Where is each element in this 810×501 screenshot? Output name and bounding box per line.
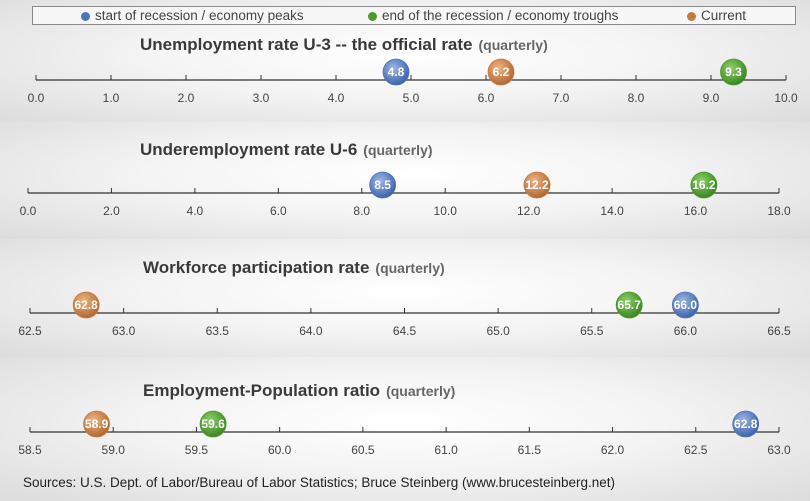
axis-3-tick-label: 63.0 xyxy=(112,324,136,338)
axis-4-tick-label: 58.5 xyxy=(18,443,42,457)
axis-4-tick-label: 61.5 xyxy=(518,443,542,457)
marker-4-peaks xyxy=(732,410,760,438)
axis-2-tick-label: 2.0 xyxy=(103,204,120,218)
axis-3-tick-label: 65.0 xyxy=(486,324,510,338)
legend-peaks-label: start of recession / economy peaks xyxy=(95,8,304,23)
axis-2-tick-label: 4.0 xyxy=(187,204,204,218)
axis-3-tick-label: 66.5 xyxy=(767,324,791,338)
marker-3-peaks-label: 66.0 xyxy=(674,298,698,312)
axis-4-tick-label: 61.0 xyxy=(434,443,458,457)
marker-4-current-label: 58.9 xyxy=(85,417,109,431)
marker-3-troughs xyxy=(615,291,643,319)
legend-current-marker xyxy=(687,12,696,21)
axis-2-tick-label: 18.0 xyxy=(767,204,791,218)
chart-title-1-qualifier: (quarterly) xyxy=(478,37,548,53)
axis-4-tick-label: 60.0 xyxy=(268,443,292,457)
legend-peaks-marker xyxy=(81,12,90,21)
axis-3-tick-label: 64.0 xyxy=(299,324,323,338)
marker-2-current-label: 12.2 xyxy=(525,178,549,192)
chart-title-4-qualifier: (quarterly) xyxy=(386,383,456,399)
marker-1-peaks xyxy=(382,58,410,86)
axis-1-tick-label: 9.0 xyxy=(703,91,720,105)
marker-4-troughs xyxy=(199,410,227,438)
chart-title-3-text: Workforce participation rate xyxy=(143,258,370,277)
axis-2-tick-label: 12.0 xyxy=(517,204,541,218)
marker-2-current xyxy=(523,171,551,199)
axis-3-tick-label: 63.5 xyxy=(206,324,230,338)
legend-current-label: Current xyxy=(701,8,747,23)
axis-1-tick-label: 3.0 xyxy=(253,91,270,105)
marker-1-current-label: 6.2 xyxy=(493,65,510,79)
panel-background-2 xyxy=(0,122,810,240)
panel-background-4 xyxy=(0,357,810,501)
chart-title-3: Workforce participation rate (quarterly) xyxy=(143,258,445,278)
chart-title-2-text: Underemployment rate U-6 xyxy=(140,140,358,159)
marker-2-troughs-label: 16.2 xyxy=(692,178,716,192)
axis-3-tick-label: 62.5 xyxy=(18,324,42,338)
axis-4-tick-label: 63.0 xyxy=(767,443,791,457)
source-note: Sources: U.S. Dept. of Labor/Bureau of L… xyxy=(23,475,616,490)
marker-1-current xyxy=(487,58,515,86)
legend-troughs-label: end of the recession / economy troughs xyxy=(382,8,619,23)
chart-title-2-qualifier: (quarterly) xyxy=(363,142,433,158)
axis-1-tick-label: 4.0 xyxy=(328,91,345,105)
axis-4-tick-label: 62.5 xyxy=(684,443,708,457)
axis-4-tick-label: 62.0 xyxy=(601,443,625,457)
axis-2-tick-label: 8.0 xyxy=(353,204,370,218)
legend: start of recession / economy peaks end o… xyxy=(32,6,796,25)
axis-2-tick-label: 6.0 xyxy=(270,204,287,218)
axis-1-tick-label: 10.0 xyxy=(774,91,798,105)
legend-item-current: Current xyxy=(687,8,746,23)
axis-1-tick-label: 6.0 xyxy=(478,91,495,105)
marker-4-peaks-label: 62.8 xyxy=(734,417,758,431)
axis-4-tick-label: 59.0 xyxy=(102,443,126,457)
axis-4-tick-label: 60.5 xyxy=(351,443,375,457)
chart-title-1: Unemployment rate U-3 -- the official ra… xyxy=(140,35,548,55)
axis-2-tick-label: 14.0 xyxy=(600,204,624,218)
marker-2-troughs xyxy=(690,171,718,199)
axis-1-tick-label: 0.0 xyxy=(28,91,45,105)
axis-1-tick-label: 2.0 xyxy=(178,91,195,105)
marker-2-peaks xyxy=(369,171,397,199)
marker-2-peaks-label: 8.5 xyxy=(374,178,391,192)
chart-title-3-qualifier: (quarterly) xyxy=(375,260,445,276)
legend-item-troughs: end of the recession / economy troughs xyxy=(368,8,618,23)
axis-3-tick-label: 66.0 xyxy=(674,324,698,338)
marker-4-troughs-label: 59.6 xyxy=(201,417,225,431)
axis-2-tick-label: 16.0 xyxy=(684,204,708,218)
axis-1-tick-label: 8.0 xyxy=(628,91,645,105)
axis-4-tick-label: 59.5 xyxy=(185,443,209,457)
marker-1-peaks-label: 4.8 xyxy=(388,65,405,79)
axis-2-tick-label: 10.0 xyxy=(434,204,458,218)
chart-title-2: Underemployment rate U-6 (quarterly) xyxy=(140,140,433,160)
axis-1-tick-label: 1.0 xyxy=(103,91,120,105)
marker-1-troughs xyxy=(720,58,747,86)
axis-2-tick-label: 0.0 xyxy=(20,204,37,218)
marker-4-current xyxy=(83,410,110,438)
marker-3-troughs-label: 65.7 xyxy=(618,298,642,312)
axis-3-tick-label: 64.5 xyxy=(393,324,417,338)
axis-1-tick-label: 5.0 xyxy=(403,91,420,105)
chart-title-4: Employment-Population ratio (quarterly) xyxy=(143,381,455,401)
chart-title-1-text: Unemployment rate U-3 -- the official ra… xyxy=(140,35,473,54)
axis-1-tick-label: 7.0 xyxy=(553,91,570,105)
chart-title-4-text: Employment-Population ratio xyxy=(143,381,381,400)
legend-item-peaks: start of recession / economy peaks xyxy=(81,8,304,23)
marker-1-troughs-label: 9.3 xyxy=(725,65,742,79)
marker-3-current-label: 62.8 xyxy=(74,298,98,312)
marker-3-peaks xyxy=(671,291,699,319)
legend-troughs-marker xyxy=(368,12,377,21)
marker-3-current xyxy=(72,291,100,319)
axis-3-tick-label: 65.5 xyxy=(580,324,604,338)
